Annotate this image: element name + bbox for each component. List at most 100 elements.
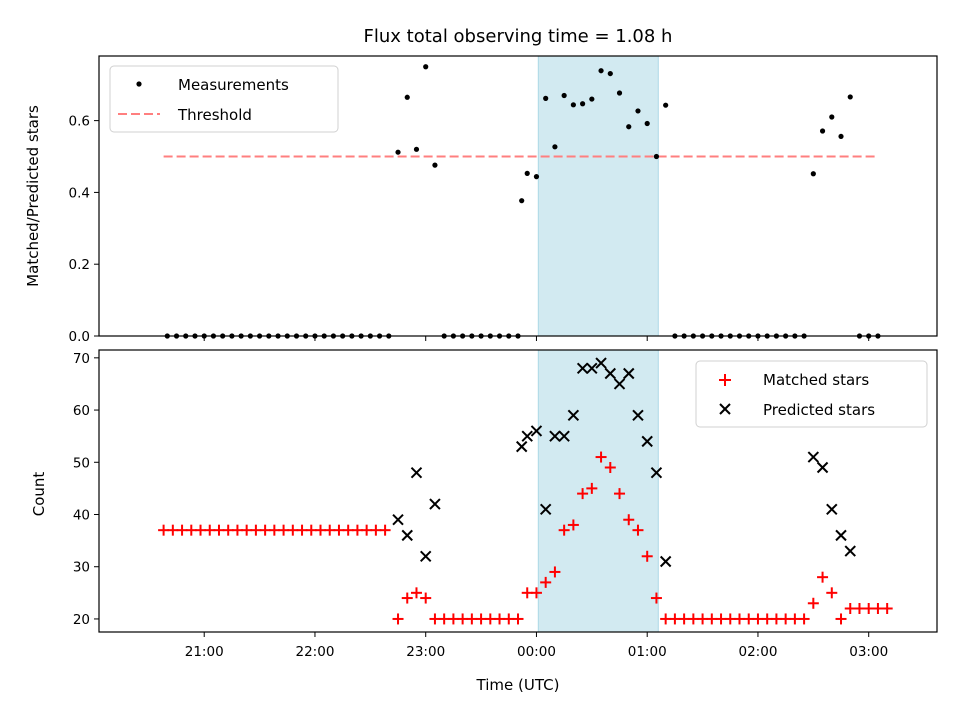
predicted-star-point [816, 461, 829, 474]
matched-star-point [410, 587, 422, 599]
top-y-tick-label: 0.4 [69, 185, 90, 201]
top-legend: Measurements Threshold [109, 65, 339, 133]
matched-star-point [567, 519, 579, 531]
measurement-point [404, 94, 410, 100]
matched-star-point [287, 524, 299, 536]
predicted-star-point [641, 435, 653, 448]
matched-star-point [530, 587, 542, 599]
top-legend-box [109, 65, 339, 133]
matched-star-point [623, 514, 635, 526]
matched-star-point [577, 488, 589, 500]
matched-star-point [807, 597, 819, 609]
predicted-star-point [650, 467, 663, 479]
matched-star-point [780, 613, 792, 625]
bottom-legend: Matched stars Predicted stars [695, 360, 928, 428]
matched-star-point [351, 524, 363, 536]
matched-star-point [826, 587, 838, 599]
bottom-y-axis-label: Count [30, 472, 48, 517]
matched-star-point [438, 613, 450, 625]
matched-star-point [540, 576, 552, 588]
predicted-star-point [392, 514, 404, 526]
measurement-point [847, 94, 853, 100]
measurement-point [395, 149, 401, 155]
top-plot-frame [98, 55, 938, 337]
predicted-star-point [539, 503, 552, 515]
predicted-star-point [549, 430, 561, 442]
matched-star-point [241, 524, 253, 536]
matched-star-point [324, 524, 336, 536]
matched-star-point [595, 451, 607, 463]
predicted-star-point [521, 430, 533, 442]
bottom-y-tick-label: 40 [73, 508, 90, 524]
legend-matched-marker [719, 374, 731, 386]
predicted-star-point [844, 545, 856, 557]
predicted-star-point [659, 555, 672, 568]
measurement-point [819, 128, 826, 134]
matched-star-point [333, 524, 345, 536]
measurement-point [810, 171, 816, 177]
matched-star-point [650, 592, 662, 604]
predicted-star-point [586, 362, 598, 374]
top-y-axis-label: Matched/Predicted stars [24, 105, 42, 287]
measurement-point [616, 90, 623, 96]
x-tick-label: 03:00 [849, 644, 888, 660]
measurement-point [829, 114, 835, 120]
measurement-point [543, 95, 549, 101]
matched-star-point [687, 613, 699, 625]
legend-measurements-marker [136, 81, 142, 87]
measurement-point [432, 162, 438, 168]
measurement-point [607, 70, 613, 77]
measurement-point [552, 144, 558, 150]
matched-star-point [466, 613, 478, 625]
matched-star-point [447, 613, 459, 625]
matched-star-point [817, 571, 829, 583]
matched-star-point [475, 613, 487, 625]
measurement-point [598, 68, 604, 74]
matched-star-point [614, 488, 626, 500]
legend-predicted-marker [719, 403, 731, 415]
measurement-point [561, 92, 567, 99]
predicted-star-point [558, 430, 570, 442]
x-tick-label: 01:00 [628, 644, 667, 660]
matched-star-point [641, 550, 653, 562]
matched-star-point [213, 524, 225, 536]
matched-star-point [158, 524, 170, 536]
matched-star-point [370, 524, 382, 536]
matched-star-point [669, 613, 681, 625]
matched-star-point [259, 524, 271, 536]
predicted-star-point [835, 529, 847, 542]
matched-star-point [392, 613, 404, 625]
bottom-highlight-band [537, 349, 659, 633]
predicted-star-point [595, 357, 607, 369]
matched-star-point [278, 524, 290, 536]
matched-star-point [844, 603, 856, 614]
measurement-point [635, 108, 641, 114]
matched-star-point [429, 613, 441, 625]
predicted-star-point [401, 529, 413, 542]
predicted-star-point [567, 409, 580, 421]
matched-star-point [789, 613, 801, 625]
matched-star-point [222, 524, 234, 536]
bottom-plot-frame [98, 349, 938, 633]
bottom-panel: 20 30 40 50 60 70 21:00 22:00 23:00 00:00 01:00 02… [30, 349, 938, 694]
matched-star-point [761, 613, 773, 625]
bottom-y-tick-label: 30 [73, 560, 90, 576]
matched-star-point [296, 524, 308, 536]
predicted-star-point [613, 378, 626, 390]
top-y-tick-label: 0.0 [69, 329, 90, 345]
matched-star-point [604, 462, 616, 473]
predicted-star-point [623, 367, 635, 380]
legend-predicted-label: Predicted stars [763, 401, 875, 419]
matched-star-point [503, 613, 515, 625]
matched-star-point [835, 613, 847, 625]
matched-star-point [167, 524, 179, 536]
predicted-star-point [826, 503, 838, 515]
predicted-star-point [807, 451, 820, 463]
measurement-point [663, 102, 669, 108]
matched-star-point [195, 524, 207, 536]
measurement-point [644, 120, 650, 127]
matched-star-point [863, 603, 875, 614]
top-panel: 0.0 0.2 0.4 0.6 Matched/Predicted stars Mea… [24, 55, 938, 345]
matched-star-point [379, 524, 391, 536]
